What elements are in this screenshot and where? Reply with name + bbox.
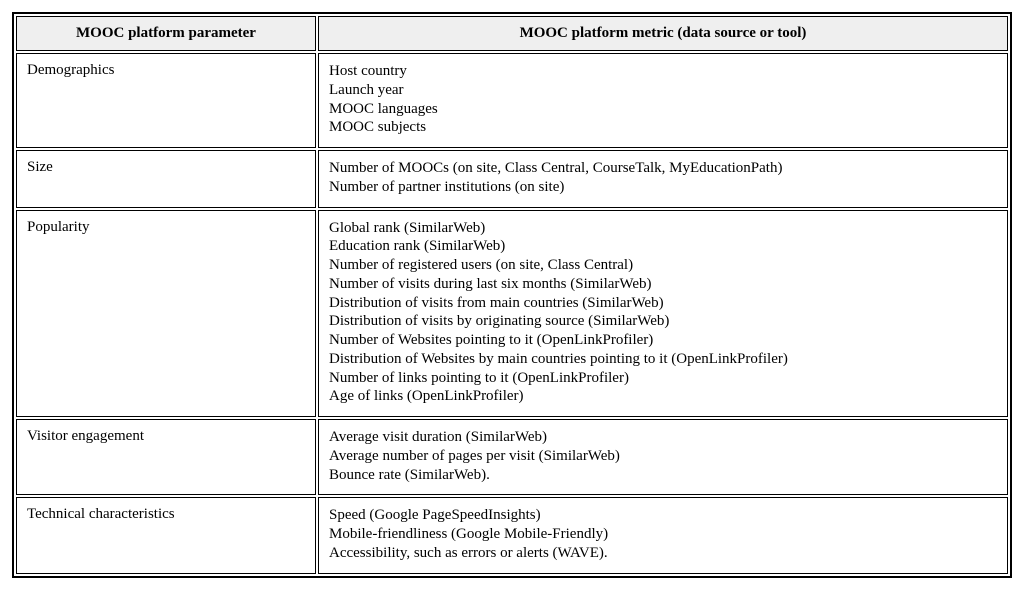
- parameter-cell: Demographics: [16, 53, 316, 148]
- table-row: Visitor engagementAverage visit duration…: [16, 419, 1008, 495]
- metric-line: Number of registered users (on site, Cla…: [329, 256, 997, 275]
- table-row: DemographicsHost countryLaunch yearMOOC …: [16, 53, 1008, 148]
- metric-line: Average visit duration (SimilarWeb): [329, 428, 997, 447]
- metric-line: Average number of pages per visit (Simil…: [329, 447, 997, 466]
- table-body: DemographicsHost countryLaunch yearMOOC …: [16, 53, 1008, 574]
- metric-line: Distribution of visits by originating so…: [329, 312, 997, 331]
- table-row: PopularityGlobal rank (SimilarWeb)Educat…: [16, 210, 1008, 418]
- table-row: Technical characteristicsSpeed (Google P…: [16, 497, 1008, 573]
- metric-line: Launch year: [329, 81, 997, 100]
- parameter-cell: Popularity: [16, 210, 316, 418]
- metric-cell: Number of MOOCs (on site, Class Central,…: [318, 150, 1008, 208]
- metric-line: Number of visits during last six months …: [329, 275, 997, 294]
- metric-line: Number of links pointing to it (OpenLink…: [329, 369, 997, 388]
- metric-cell: Speed (Google PageSpeedInsights)Mobile-f…: [318, 497, 1008, 573]
- metric-line: MOOC subjects: [329, 118, 997, 137]
- metric-cell: Global rank (SimilarWeb)Education rank (…: [318, 210, 1008, 418]
- metric-line: Education rank (SimilarWeb): [329, 237, 997, 256]
- metric-line: Bounce rate (SimilarWeb).: [329, 466, 997, 485]
- mooc-parameters-table: MOOC platform parameter MOOC platform me…: [12, 12, 1012, 578]
- metric-line: Age of links (OpenLinkProfiler): [329, 387, 997, 406]
- metric-line: Number of partner institutions (on site): [329, 178, 997, 197]
- metric-line: Accessibility, such as errors or alerts …: [329, 544, 997, 563]
- table-header: MOOC platform parameter MOOC platform me…: [16, 16, 1008, 51]
- metric-line: Distribution of Websites by main countri…: [329, 350, 997, 369]
- metric-line: Global rank (SimilarWeb): [329, 219, 997, 238]
- metric-line: Mobile-friendliness (Google Mobile-Frien…: [329, 525, 997, 544]
- parameter-cell: Technical characteristics: [16, 497, 316, 573]
- metric-line: Speed (Google PageSpeedInsights): [329, 506, 997, 525]
- table-row: Size Number of MOOCs (on site, Class Cent…: [16, 150, 1008, 208]
- metric-cell: Average visit duration (SimilarWeb)Avera…: [318, 419, 1008, 495]
- metric-line: MOOC languages: [329, 100, 997, 119]
- header-parameter: MOOC platform parameter: [16, 16, 316, 51]
- metric-line: Number of MOOCs (on site, Class Central,…: [329, 159, 997, 178]
- header-metric: MOOC platform metric (data source or too…: [318, 16, 1008, 51]
- parameter-cell: Size: [16, 150, 316, 208]
- metric-line: Host country: [329, 62, 997, 81]
- parameter-cell: Visitor engagement: [16, 419, 316, 495]
- metric-line: Distribution of visits from main countri…: [329, 294, 997, 313]
- metric-cell: Host countryLaunch yearMOOC languagesMOO…: [318, 53, 1008, 148]
- metric-line: Number of Websites pointing to it (OpenL…: [329, 331, 997, 350]
